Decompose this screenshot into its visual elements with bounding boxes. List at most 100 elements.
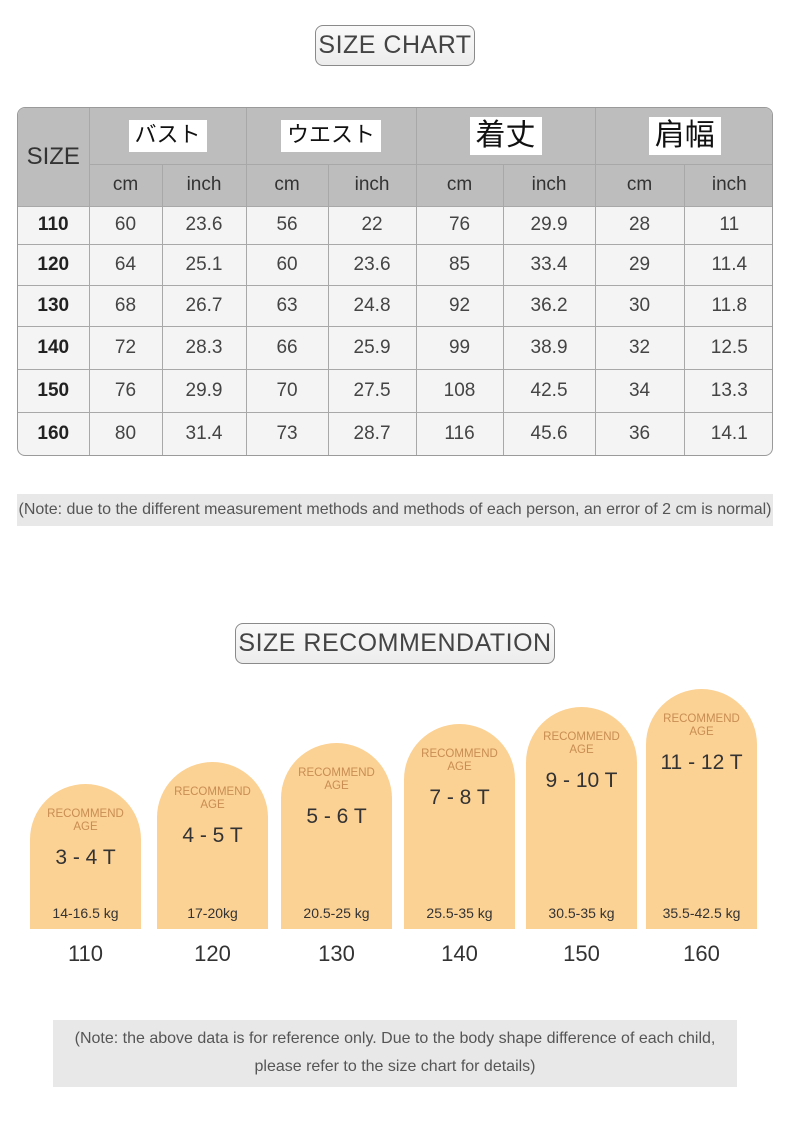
measurement-cell: 11: [683, 205, 772, 245]
measurement-cell: 25.9: [327, 325, 417, 370]
weight-range: 14-16.5 kg: [52, 905, 119, 921]
measurement-cell: 70: [245, 368, 329, 413]
size-cell: 160: [18, 411, 90, 455]
measurement-cell: 92: [415, 284, 504, 327]
size-recommendation-title: SIZE RECOMMENDATION: [235, 623, 555, 664]
table-row: 160 80 31.4 73 28.7 116 45.6 36 14.1: [18, 411, 772, 455]
measurement-cell: 42.5: [502, 368, 596, 413]
measurement-cell: 99: [415, 325, 504, 370]
recommendation-card: RECOMMEND AGE 3 - 4 T 14-16.5 kg: [30, 784, 141, 929]
measurement-cell: 12.5: [683, 325, 772, 370]
measurement-cell: 31.4: [161, 411, 247, 455]
recommend-label: RECOMMEND: [543, 731, 620, 743]
age-range: 3 - 4 T: [55, 846, 116, 869]
measurement-cell: 85: [415, 243, 504, 286]
measurement-note: (Note: due to the different measurement …: [17, 494, 773, 526]
recommend-label: RECOMMEND: [298, 767, 375, 779]
table-row: 130 68 26.7 63 24.8 92 36.2 30 11.8: [18, 284, 772, 327]
recommendation-card: RECOMMEND AGE 9 - 10 T 30.5-35 kg: [526, 707, 637, 929]
measurement-cell: 76: [88, 368, 163, 413]
measurement-cell: 72: [88, 325, 163, 370]
measurement-cell: 23.6: [161, 205, 247, 245]
weight-range: 35.5-42.5 kg: [662, 905, 741, 921]
unit-header: inch: [161, 163, 247, 207]
unit-header: inch: [327, 163, 417, 207]
measurement-cell: 73: [245, 411, 329, 455]
recommendation-card: RECOMMEND AGE 11 - 12 T 35.5-42.5 kg: [646, 689, 757, 929]
age-range: 9 - 10 T: [545, 769, 618, 792]
card-size-label: 110: [67, 941, 104, 966]
age-label: AGE: [73, 821, 98, 833]
bust-header: バスト: [88, 108, 247, 165]
measurement-cell: 56: [245, 205, 329, 245]
measurement-cell: 34: [594, 368, 685, 413]
table-row: 120 64 25.1 60 23.6 85 33.4 29 11.4: [18, 243, 772, 286]
recommendation-card: RECOMMEND AGE 7 - 8 T 25.5-35 kg: [404, 724, 515, 929]
length-header: 着丈: [415, 108, 596, 165]
age-label: AGE: [200, 799, 225, 811]
measurement-cell: 116: [415, 411, 504, 455]
recommend-label: RECOMMEND: [174, 786, 251, 798]
measurement-cell: 64: [88, 243, 163, 286]
measurement-cell: 25.1: [161, 243, 247, 286]
recommendation-card: RECOMMEND AGE 5 - 6 T 20.5-25 kg: [281, 743, 392, 929]
age-label: AGE: [689, 726, 714, 738]
measurement-cell: 14.1: [683, 411, 772, 455]
card-size-label: 150: [563, 941, 600, 966]
measurement-cell: 28.3: [161, 325, 247, 370]
measurement-cell: 29: [594, 243, 685, 286]
waist-header: ウエスト: [245, 108, 417, 165]
unit-header: inch: [683, 163, 772, 207]
measurement-cell: 32: [594, 325, 685, 370]
card-size-label: 130: [318, 941, 355, 966]
measurement-cell: 108: [415, 368, 504, 413]
weight-range: 17-20kg: [187, 905, 238, 921]
age-label: AGE: [447, 761, 472, 773]
table-row: 140 72 28.3 66 25.9 99 38.9 32 12.5: [18, 325, 772, 370]
size-cell: 110: [18, 205, 90, 245]
size-cell: 130: [18, 284, 90, 327]
weight-range: 30.5-35 kg: [548, 905, 615, 921]
measurement-cell: 63: [245, 284, 329, 327]
reference-note-line: please refer to the size chart for detai…: [254, 1058, 536, 1075]
unit-header: cm: [594, 163, 685, 207]
measurement-cell: 36: [594, 411, 685, 455]
measurement-cell: 33.4: [502, 243, 596, 286]
size-chart-title: SIZE CHART: [315, 25, 475, 66]
measurement-cell: 29.9: [161, 368, 247, 413]
measurement-cell: 28.7: [327, 411, 417, 455]
age-range: 11 - 12 T: [660, 751, 743, 774]
recommendation-card: RECOMMEND AGE 4 - 5 T 17-20kg: [157, 762, 268, 929]
unit-header: inch: [502, 163, 596, 207]
size-cell: 140: [18, 325, 90, 370]
measurement-cell: 26.7: [161, 284, 247, 327]
measurement-cell: 60: [88, 205, 163, 245]
measurement-cell: 38.9: [502, 325, 596, 370]
unit-header: cm: [415, 163, 504, 207]
measurement-cell: 45.6: [502, 411, 596, 455]
measurement-cell: 22: [327, 205, 417, 245]
measurement-cell: 23.6: [327, 243, 417, 286]
reference-note: (Note: the above data is for reference o…: [53, 1020, 737, 1087]
age-label: AGE: [569, 744, 594, 756]
measurement-cell: 11.8: [683, 284, 772, 327]
age-label: AGE: [324, 780, 349, 792]
card-size-label: 160: [683, 941, 720, 966]
size-cell: 120: [18, 243, 90, 286]
reference-note-line: (Note: the above data is for reference o…: [74, 1030, 716, 1047]
unit-header: cm: [245, 163, 329, 207]
table-row: 110 60 23.6 56 22 76 29.9 28 11: [18, 205, 772, 245]
recommend-label: RECOMMEND: [421, 748, 498, 760]
age-range: 7 - 8 T: [429, 786, 490, 809]
size-cell: 150: [18, 368, 90, 413]
size-chart-table: SIZE バスト ウエスト 着丈 肩幅 cm inch cm inch cm i…: [17, 107, 773, 456]
measurement-cell: 60: [245, 243, 329, 286]
measurement-cell: 27.5: [327, 368, 417, 413]
measurement-cell: 29.9: [502, 205, 596, 245]
measurement-cell: 66: [245, 325, 329, 370]
table-row: 150 76 29.9 70 27.5 108 42.5 34 13.3: [18, 368, 772, 413]
measurement-cell: 80: [88, 411, 163, 455]
unit-header: cm: [89, 163, 163, 207]
shoulder-header: 肩幅: [594, 108, 772, 165]
recommend-label: RECOMMEND: [47, 808, 124, 820]
